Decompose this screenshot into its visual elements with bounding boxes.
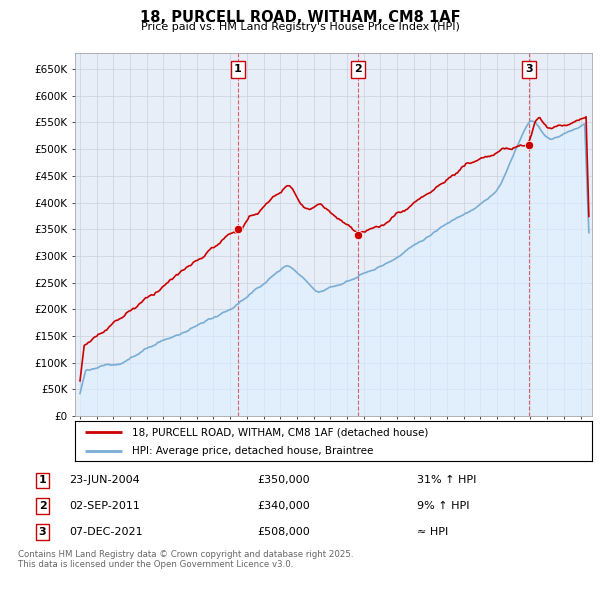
Text: 23-JUN-2004: 23-JUN-2004 (70, 476, 140, 486)
Text: 18, PURCELL ROAD, WITHAM, CM8 1AF: 18, PURCELL ROAD, WITHAM, CM8 1AF (140, 10, 460, 25)
Text: 1: 1 (38, 476, 46, 486)
Text: 02-SEP-2011: 02-SEP-2011 (70, 501, 140, 511)
Text: 31% ↑ HPI: 31% ↑ HPI (417, 476, 476, 486)
Text: £350,000: £350,000 (257, 476, 310, 486)
Text: 1: 1 (234, 64, 242, 74)
Text: 07-DEC-2021: 07-DEC-2021 (70, 527, 143, 537)
Text: 3: 3 (38, 527, 46, 537)
Text: £340,000: £340,000 (257, 501, 310, 511)
Text: 3: 3 (526, 64, 533, 74)
Text: 2: 2 (354, 64, 362, 74)
Text: ≈ HPI: ≈ HPI (417, 527, 448, 537)
Text: 2: 2 (38, 501, 46, 511)
Text: £508,000: £508,000 (257, 527, 310, 537)
Text: 18, PURCELL ROAD, WITHAM, CM8 1AF (detached house): 18, PURCELL ROAD, WITHAM, CM8 1AF (detac… (132, 428, 428, 438)
Text: HPI: Average price, detached house, Braintree: HPI: Average price, detached house, Brai… (132, 447, 373, 456)
Text: 9% ↑ HPI: 9% ↑ HPI (417, 501, 470, 511)
Text: Price paid vs. HM Land Registry's House Price Index (HPI): Price paid vs. HM Land Registry's House … (140, 22, 460, 32)
Text: Contains HM Land Registry data © Crown copyright and database right 2025.
This d: Contains HM Land Registry data © Crown c… (18, 550, 353, 569)
